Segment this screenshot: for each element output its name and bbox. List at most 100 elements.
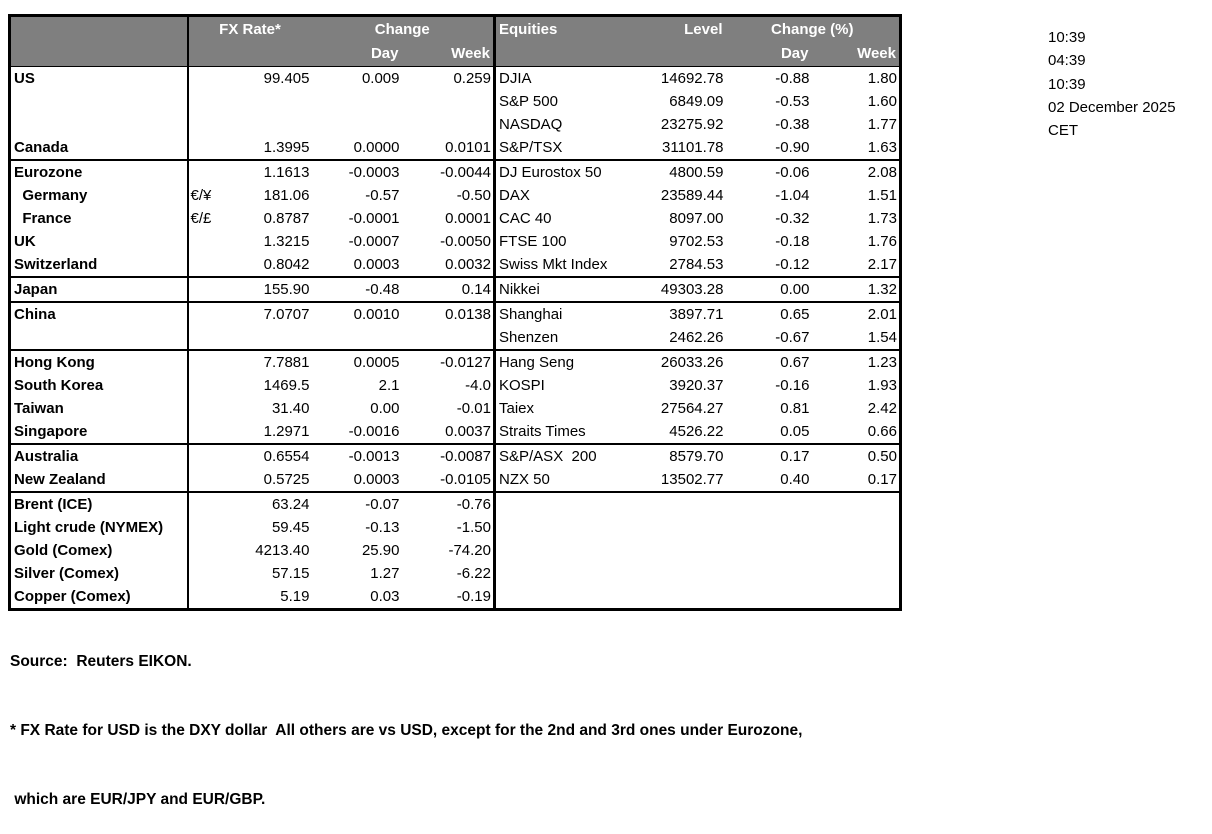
table-row: Gold (Comex) 4213.40 25.90 -74.20: [9, 538, 901, 562]
header-blank: [637, 43, 726, 67]
market-data-table: FX Rate* Change Equities Level Change (%…: [8, 14, 902, 611]
cell-level: 14692.78: [660, 69, 724, 87]
cell-week: -0.0127: [401, 348, 495, 374]
cell-day: -0.0001: [348, 209, 400, 227]
cell-eq_day: 0.81: [780, 399, 810, 417]
cell-eq_day: 0.17: [725, 442, 812, 468]
cell-label: UK: [9, 229, 189, 253]
cell-week: -0.76: [401, 490, 495, 516]
cell-level: 2784.53: [669, 255, 724, 273]
cell-eq_day: [725, 490, 812, 516]
cell-label: South Korea: [9, 373, 189, 397]
cell-eq_week: [812, 585, 901, 610]
cell-eq_day: -0.06: [725, 158, 812, 184]
table-row: Light crude (NYMEX) 59.45 -0.13 -1.50: [9, 515, 901, 539]
table-row: Singapore 1.2971 -0.0016 0.0037 Straits Time…: [9, 419, 901, 444]
table-row: Eurozone 1.1613 -0.0003 -0.0044 DJ Eurostox …: [9, 158, 901, 184]
cell-eq_week: 1.23: [811, 348, 901, 374]
cell-pair: [188, 113, 216, 136]
cell-eq_week: [812, 562, 901, 585]
cell-week: -0.0105: [440, 470, 491, 488]
cell-label: Eurozone: [9, 158, 189, 184]
header-eq-day: Day: [725, 43, 812, 67]
cell-eq_week: 1.51: [867, 186, 897, 204]
cell-week: 0.0001: [445, 209, 491, 227]
cell-level: 23275.92: [660, 115, 724, 133]
cell-level: 2462.26: [669, 328, 724, 346]
cell-rate: 1.1613: [215, 158, 312, 184]
cell-level: 13502.77: [660, 470, 724, 488]
cell-level: 8579.70: [637, 442, 726, 468]
cell-rate: 59.45: [271, 518, 310, 536]
cell-label: China: [9, 300, 189, 326]
cell-day: 0.0000: [353, 138, 400, 156]
timestamp-line: 10:39: [1048, 75, 1086, 93]
header-equities: Equities: [493, 15, 638, 43]
cell-eq: Shenzen: [493, 325, 638, 350]
cell-eq_week: 0.66: [867, 422, 897, 440]
cell-eq: KOSPI: [493, 373, 638, 397]
cell-eq_week: 1.73: [867, 209, 897, 227]
cell-day: -0.0016: [348, 422, 400, 440]
footer-notes: Source: Reuters EIKON. * FX Rate for USD…: [10, 604, 802, 834]
timestamp-panel: 10:39 04:39 10:39 02 December 2025 CET: [1048, 26, 1176, 142]
cell-day: [312, 326, 402, 350]
cell-eq_day: [726, 539, 812, 562]
cell-day: [312, 113, 402, 136]
table-row: Silver (Comex) 57.15 1.27 -6.22: [9, 561, 901, 585]
cell-rate: 63.24: [215, 490, 312, 516]
source-note: Source: Reuters EIKON.: [10, 653, 192, 670]
cell-eq: S&P 500: [493, 89, 638, 113]
table-row: China 7.0707 0.0010 0.0138 Shanghai 3897.71 0.…: [9, 300, 901, 326]
table-row: Canada 1.3995 0.0000 0.0101 S&P/TSX 31101.78 -…: [9, 135, 901, 160]
cell-pair: [188, 539, 216, 562]
header-blank: [9, 43, 189, 67]
cell-eq_day: 0.65: [725, 300, 812, 326]
cell-label: Brent (ICE): [9, 490, 189, 516]
cell-week: 0.0032: [445, 255, 491, 273]
cell-week: 0.0138: [401, 300, 495, 326]
cell-eq_week: 2.17: [867, 255, 897, 273]
cell-eq_week: 1.63: [867, 138, 897, 156]
cell-eq: S&P/TSX: [493, 135, 638, 160]
table-row: New Zealand 0.5725 0.0003 -0.0105 NZX 50 1350…: [9, 467, 901, 492]
table-row: Shenzen 2462.26 -0.67 1.54: [9, 325, 901, 350]
table-row: Hong Kong 7.7881 0.0005 -0.0127 Hang Seng 260…: [9, 348, 901, 374]
date-label: 02 December 2025: [1048, 98, 1176, 116]
cell-rate: 4213.40: [255, 541, 310, 559]
header-blank: [187, 43, 216, 67]
cell-eq_day: 0.67: [725, 348, 812, 374]
cell-eq_week: 1.54: [867, 328, 897, 346]
cell-day: 1.27: [370, 564, 400, 582]
header-blank: [493, 43, 638, 67]
cell-label: Copper (Comex): [9, 584, 189, 609]
cell-level: 6849.09: [669, 92, 724, 110]
cell-eq: DAX: [493, 183, 638, 207]
cell-label: Japan: [9, 275, 189, 302]
cell-label: Australia: [9, 442, 189, 468]
cell-level: 23589.44: [660, 186, 724, 204]
cell-eq: Swiss Mkt Index: [493, 252, 638, 277]
cell-eq_week: 2.42: [867, 399, 897, 417]
cell-pair: [188, 326, 216, 350]
cell-rate: 5.19: [280, 587, 310, 605]
cell-day: 0.0005: [311, 348, 402, 374]
cell-rate: 181.06: [263, 186, 310, 204]
cell-label: [9, 112, 189, 136]
cell-eq_week: 0.50: [811, 442, 901, 468]
timestamp-line: 04:39: [1048, 52, 1086, 70]
cell-level: 8097.00: [669, 209, 724, 227]
cell-level: [638, 539, 726, 562]
cell-eq: [493, 538, 638, 562]
cell-rate: 57.15: [271, 564, 310, 582]
cell-eq_day: -0.88: [775, 69, 810, 87]
cell-eq_week: 1.93: [867, 376, 897, 394]
cell-level: 4800.59: [637, 158, 726, 184]
cell-week: -1.50: [456, 518, 491, 536]
cell-rate: 0.5725: [263, 470, 310, 488]
cell-eq_week: 2.08: [811, 158, 901, 184]
cell-eq: [493, 584, 638, 609]
cell-eq_week: 2.01: [811, 300, 901, 326]
cell-eq: NASDAQ: [493, 112, 638, 136]
cell-pair: [188, 468, 216, 492]
